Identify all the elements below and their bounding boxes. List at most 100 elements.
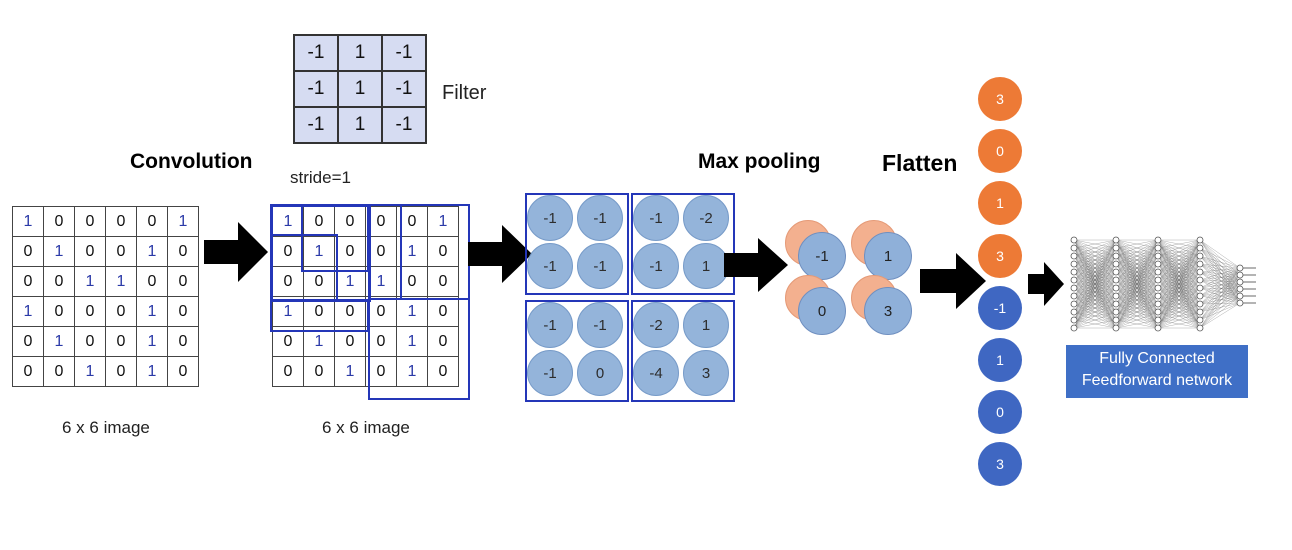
pixel-cell: 1 — [105, 266, 137, 297]
pixel-cell: 1 — [136, 236, 168, 267]
network-node — [1154, 244, 1162, 252]
network-edge — [1115, 239, 1159, 273]
arrow-right-icon — [724, 238, 788, 292]
network-node — [1112, 284, 1120, 292]
pixel-cell: 0 — [43, 296, 75, 327]
max-pooling-title: Max pooling — [698, 150, 821, 173]
network-edge — [1073, 239, 1117, 265]
network-edge — [1115, 271, 1159, 329]
arrow-right-icon — [204, 222, 268, 282]
network-edge — [1199, 271, 1241, 283]
network-edge — [1115, 255, 1159, 329]
network-edge — [1157, 319, 1201, 329]
network-node — [1070, 316, 1078, 324]
network-node — [1196, 324, 1204, 332]
feature-map-box — [631, 300, 735, 402]
network-edge — [1157, 279, 1201, 329]
network-edge — [1199, 274, 1241, 281]
arrow-right-icon — [468, 225, 532, 283]
network-edge — [1115, 239, 1159, 313]
pooled-value: 0 — [798, 287, 846, 335]
pixel-cell: 1 — [136, 356, 168, 387]
network-node — [1154, 308, 1162, 316]
network-edge — [1199, 247, 1241, 304]
network-edge — [1199, 247, 1241, 290]
feature-map-box — [631, 193, 735, 295]
filter-cell: -1 — [381, 70, 427, 108]
pixel-cell: 0 — [105, 356, 137, 387]
network-edge — [1157, 239, 1201, 281]
network-edge — [1073, 239, 1117, 329]
pixel-cell: 0 — [105, 206, 137, 237]
network-node — [1154, 252, 1162, 260]
pixel-cell: 0 — [12, 236, 44, 267]
feature-value: -2 — [683, 195, 729, 241]
network-node — [1196, 276, 1204, 284]
stride-window — [270, 300, 369, 332]
filter-label: Filter — [442, 82, 487, 104]
pixel-cell: 1 — [12, 206, 44, 237]
network-node — [1070, 324, 1078, 332]
network-node — [1196, 308, 1204, 316]
network-edge — [1073, 303, 1117, 329]
network-edge — [1199, 302, 1241, 313]
filter-cell: -1 — [293, 106, 339, 144]
network-node — [1070, 292, 1078, 300]
network-edge — [1199, 288, 1241, 305]
feature-value: -1 — [633, 243, 679, 289]
network-edge — [1073, 319, 1117, 329]
network-node — [1196, 268, 1204, 276]
network-edge — [1157, 263, 1201, 329]
pixel-cell: 1 — [136, 326, 168, 357]
pixel-cell: 0 — [74, 206, 106, 237]
network-edge — [1199, 295, 1241, 313]
network-node — [1112, 324, 1120, 332]
network-edge — [1157, 311, 1201, 329]
network-node — [1196, 260, 1204, 268]
network-edge — [1199, 267, 1241, 329]
network-edge — [1157, 239, 1201, 289]
network-node — [1154, 284, 1162, 292]
network-edge — [1199, 255, 1241, 276]
network-edge — [1199, 295, 1241, 304]
network-node — [1236, 285, 1244, 293]
network-edge — [1073, 239, 1117, 321]
feature-map-box — [525, 300, 629, 402]
network-edge — [1199, 247, 1241, 269]
network-edge — [1115, 263, 1159, 329]
filter-cell: -1 — [381, 106, 427, 144]
network-node — [1236, 292, 1244, 300]
pixel-cell: 0 — [427, 266, 459, 297]
network-edge — [1199, 239, 1241, 269]
network-edge — [1199, 274, 1241, 289]
convolution-title: Convolution — [130, 150, 253, 173]
network-edge — [1073, 239, 1117, 249]
network-node — [1112, 252, 1120, 260]
pixel-cell: 1 — [43, 326, 75, 357]
stride-window — [270, 234, 338, 302]
arrow-right-icon — [920, 253, 986, 309]
network-edge — [1073, 279, 1117, 329]
network-edge — [1199, 263, 1241, 304]
pixel-cell: 1 — [74, 266, 106, 297]
network-node — [1236, 271, 1244, 279]
pixel-cell: 0 — [12, 266, 44, 297]
network-edge — [1157, 239, 1201, 257]
pixel-cell: 0 — [167, 326, 199, 357]
pixel-cell: 0 — [105, 296, 137, 327]
feature-value: -4 — [633, 350, 679, 396]
network-edge — [1199, 263, 1241, 297]
feature-value: 1 — [683, 243, 729, 289]
feature-value: -1 — [527, 243, 573, 289]
pooled-value: 3 — [864, 287, 912, 335]
network-edge — [1073, 239, 1117, 297]
network-node — [1196, 252, 1204, 260]
network-edge — [1157, 239, 1201, 249]
network-node — [1196, 236, 1204, 244]
network-edge — [1199, 281, 1241, 297]
network-node — [1154, 292, 1162, 300]
network-edge — [1199, 263, 1241, 276]
network-edge — [1157, 255, 1201, 329]
network-edge — [1199, 263, 1241, 290]
network-node — [1236, 278, 1244, 286]
